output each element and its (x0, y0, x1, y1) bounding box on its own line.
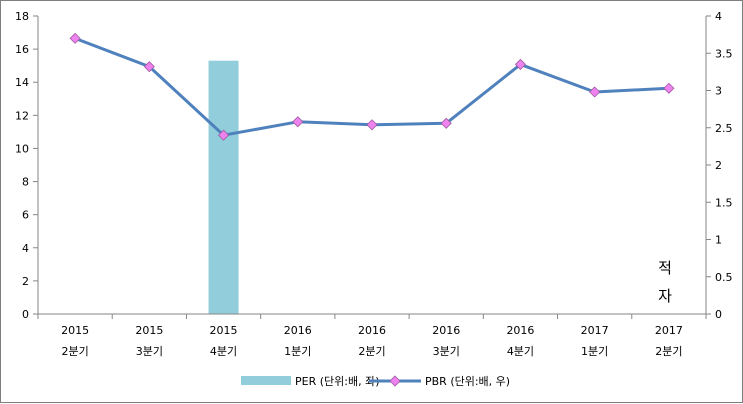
x-label-quarter-1: 3분기 (136, 345, 163, 358)
annotation-line-2: 자 (658, 287, 672, 305)
left-tick-label-4: 8 (22, 176, 29, 189)
plot-area (69, 32, 675, 315)
right-tick-label-6: 3 (715, 85, 722, 98)
x-label-quarter-7: 1분기 (581, 345, 608, 358)
pbr-point-2 (217, 129, 230, 141)
x-label-quarter-5: 3분기 (433, 345, 460, 358)
pbr-point-7 (589, 86, 601, 98)
pbr-point-4 (366, 119, 378, 131)
x-label-year-2: 2015 (210, 324, 238, 337)
x-label-quarter-3: 1분기 (284, 345, 311, 358)
pbr-point-0 (69, 32, 81, 44)
pbr-point-5 (440, 117, 452, 129)
left-tick-label-7: 14 (15, 76, 29, 89)
legend-swatch-per (241, 376, 291, 385)
x-label-quarter-0: 2분기 (61, 345, 88, 358)
per-bar-2 (208, 60, 239, 315)
right-tick-label-8: 4 (715, 10, 722, 23)
x-label-year-4: 2016 (358, 324, 386, 337)
x-label-year-0: 2015 (61, 324, 89, 337)
x-label-year-7: 2017 (581, 324, 609, 337)
pbr-point-6 (514, 58, 527, 70)
x-label-quarter-2: 4분기 (210, 345, 237, 358)
right-tick-label-4: 2 (715, 159, 722, 172)
x-label-year-6: 2016 (506, 324, 534, 337)
annotation: 적 자 (658, 259, 672, 305)
x-label-year-1: 2015 (135, 324, 163, 337)
legend-swatch-pbr-marker (389, 375, 401, 387)
left-tick-label-5: 10 (15, 142, 29, 155)
x-label-quarter-8: 2분기 (655, 345, 682, 358)
right-tick-label-3: 1.5 (715, 196, 733, 209)
pbr-point-8 (663, 82, 675, 94)
x-label-quarter-4: 2분기 (358, 345, 385, 358)
annotation-line-1: 적 (658, 259, 672, 277)
right-tick-label-7: 3.5 (715, 47, 733, 60)
left-tick-label-0: 0 (22, 308, 29, 321)
right-tick-label-5: 2.5 (715, 122, 733, 135)
left-tick-label-2: 4 (22, 242, 29, 255)
axes: 0 2 4 6 8 10 12 14 16 18 0 0.5 1 1.5 2 2.5 3 3.5 4 2015 2분기 2… (15, 10, 733, 358)
legend-label-per: PER (단위:배, 좌) (295, 375, 380, 388)
x-label-year-8: 2017 (655, 324, 683, 337)
left-tick-label-6: 12 (15, 109, 29, 122)
x-label-quarter-6: 4분기 (507, 345, 534, 358)
legend: PER (단위:배, 좌) PBR (단위:배, 우) (241, 375, 510, 388)
right-tick-label-1: 0.5 (715, 271, 733, 284)
left-tick-label-9: 18 (15, 10, 29, 23)
left-tick-label-3: 6 (22, 209, 29, 222)
x-label-year-3: 2016 (284, 324, 312, 337)
right-tick-label-2: 1 (715, 234, 722, 247)
pbr-point-3 (292, 116, 304, 128)
right-tick-label-0: 0 (715, 308, 722, 321)
pbr-point-1 (143, 61, 155, 73)
legend-label-pbr: PBR (단위:배, 우) (425, 375, 510, 388)
left-tick-label-1: 2 (22, 275, 29, 288)
left-tick-label-8: 16 (15, 43, 29, 56)
x-label-year-5: 2016 (432, 324, 460, 337)
